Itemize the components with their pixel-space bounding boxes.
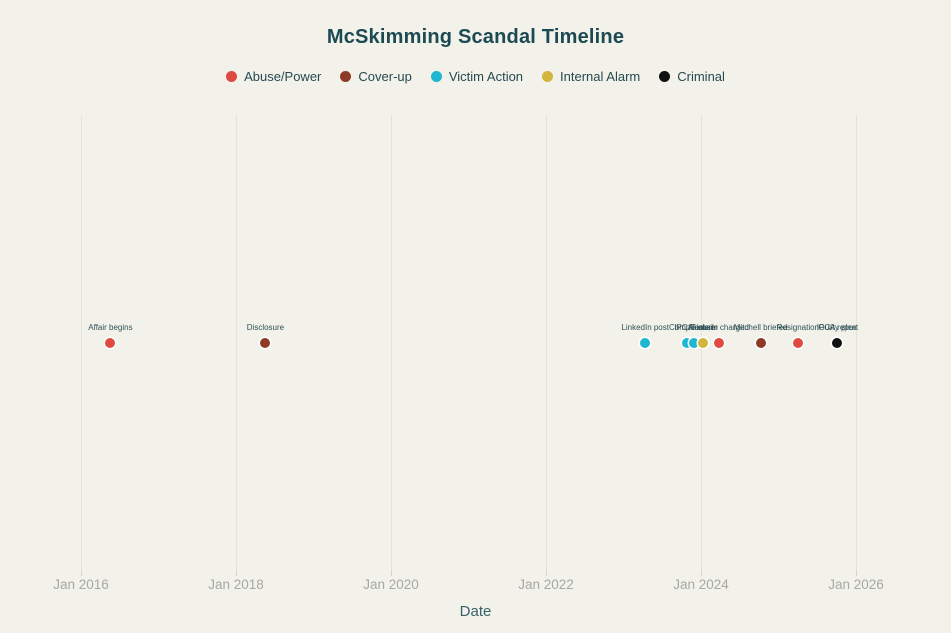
x-axis-tick bbox=[701, 570, 702, 576]
gridline bbox=[236, 115, 237, 570]
event-dot-linkedin-post[interactable] bbox=[640, 338, 651, 348]
x-axis-tick-label: Jan 2024 bbox=[673, 577, 729, 592]
event-label: Accuser charged bbox=[688, 323, 749, 332]
legend-item-criminal[interactable]: Criminal bbox=[659, 69, 725, 84]
x-axis-title: Date bbox=[459, 603, 492, 620]
legend-swatch-icon bbox=[542, 71, 554, 82]
event-dot-guilty-plea[interactable] bbox=[832, 338, 843, 348]
event-label: Disclosure bbox=[246, 323, 285, 332]
x-axis-tick bbox=[81, 570, 82, 576]
event-label: Guilty plea bbox=[818, 323, 857, 332]
gridline bbox=[391, 115, 392, 570]
gridline bbox=[546, 115, 547, 570]
x-axis-tick-label: Jan 2016 bbox=[53, 577, 109, 592]
event-label: LinkedIn post bbox=[621, 323, 669, 332]
gridline bbox=[856, 115, 857, 570]
event-label: IPCA email bbox=[674, 323, 714, 332]
legend-label: Abuse/Power bbox=[244, 69, 322, 84]
event-label: IT alarm bbox=[688, 323, 718, 332]
legend-swatch-icon bbox=[430, 71, 442, 82]
x-axis-tick bbox=[391, 570, 392, 576]
x-axis-tick-label: Jan 2022 bbox=[518, 577, 574, 592]
event-dot-it-alarm[interactable] bbox=[698, 338, 709, 348]
event-dot-resignation[interactable] bbox=[792, 338, 803, 348]
x-axis-tick-label: Jan 2020 bbox=[363, 577, 419, 592]
x-axis-tick-label: Jan 2026 bbox=[828, 577, 884, 592]
legend: Abuse/Power Cover-up Victim Action Internal… bbox=[0, 69, 951, 84]
x-axis-tick bbox=[856, 570, 857, 576]
legend-swatch-icon bbox=[659, 71, 671, 82]
event-label: IPCA report bbox=[816, 323, 859, 332]
legend-item-internal-alarm[interactable]: Internal Alarm bbox=[542, 69, 640, 84]
legend-label: Cover-up bbox=[358, 69, 412, 84]
event-dot-complaint[interactable] bbox=[682, 338, 693, 348]
event-dot-mitchell-briefed[interactable] bbox=[755, 338, 766, 348]
legend-label: Internal Alarm bbox=[560, 69, 641, 84]
legend-item-abuse-power[interactable]: Abuse/Power bbox=[226, 69, 321, 84]
legend-swatch-icon bbox=[340, 71, 352, 82]
event-dot-accuser-charged[interactable] bbox=[713, 338, 724, 348]
event-dot-ipca-email[interactable] bbox=[689, 338, 700, 348]
legend-label: Criminal bbox=[677, 69, 725, 84]
legend-label: Victim Action bbox=[448, 69, 524, 84]
event-dot-affair-begins[interactable] bbox=[105, 338, 116, 348]
event-label: Resignation bbox=[776, 323, 819, 332]
event-label: Affair begins bbox=[88, 323, 133, 332]
legend-swatch-icon bbox=[226, 71, 238, 82]
x-axis-tick bbox=[236, 570, 237, 576]
chart-title: McSkimming Scandal Timeline bbox=[326, 26, 625, 48]
event-dot-disclosure[interactable] bbox=[260, 338, 271, 348]
x-axis-tick-label: Jan 2018 bbox=[208, 577, 264, 592]
event-label: Complaint bbox=[669, 323, 706, 332]
legend-item-cover-up[interactable]: Cover-up bbox=[340, 69, 412, 84]
x-axis-tick bbox=[546, 570, 547, 576]
event-label: Mitchell briefed bbox=[733, 323, 788, 332]
gridline bbox=[81, 115, 82, 570]
legend-item-victim-action[interactable]: Victim Action bbox=[430, 69, 524, 84]
